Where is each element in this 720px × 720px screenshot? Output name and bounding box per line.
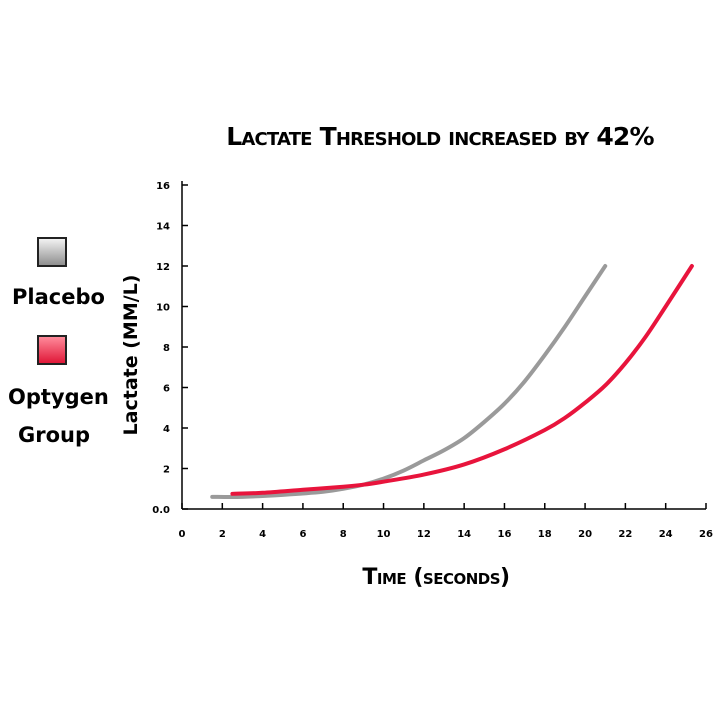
x-tick-label: 8 [340,529,347,540]
y-tick-label: 10 [156,303,170,314]
y-tick-label: 16 [156,181,170,192]
legend-label-placebo: Placebo [12,285,105,309]
y-tick-label: 14 [156,222,170,233]
chart-title: Lactate Threshold increased by 42% [226,122,654,151]
y-tick-label: 4 [163,424,170,435]
x-tick-label: 12 [417,529,431,540]
y-tick-label: 6 [163,384,170,395]
legend-label-optygen: Optygen Group [8,385,109,447]
x-tick-label: 4 [259,529,266,540]
legend-swatch-optygen [37,335,67,365]
x-tick-label: 10 [377,529,391,540]
x-tick-label: 24 [659,529,673,540]
x-tick-label: 26 [699,529,713,540]
x-tick-label: 6 [299,529,306,540]
x-axis-label: Time (seconds) [362,565,509,590]
x-tick-label: 18 [538,529,552,540]
x-tick-label: 2 [219,529,226,540]
x-tick-label: 22 [618,529,632,540]
y-tick-label: 2 [163,465,170,476]
legend-swatch-placebo [37,237,67,267]
x-tick-label: 14 [457,529,471,540]
x-tick-label: 20 [578,529,592,540]
y-tick-label: 12 [156,262,170,273]
x-tick-label: 0 [179,529,186,540]
y-axis-label: Lactate (MM/L) [120,275,142,436]
series-line-placebo [210,264,608,499]
y-tick-label: 8 [163,343,170,354]
series-line-optygen [230,264,694,496]
x-tick-label: 16 [498,529,512,540]
y-tick-label: 0.0 [152,505,170,516]
